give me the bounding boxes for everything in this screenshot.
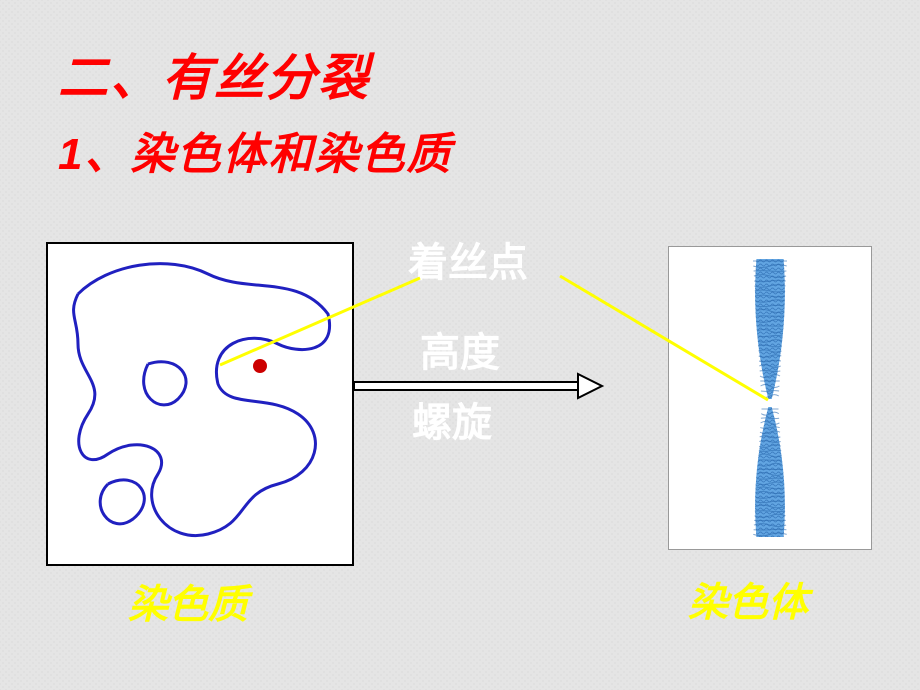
chromatin-label: 染色质 xyxy=(128,572,248,630)
chromosome-panel xyxy=(668,246,872,550)
subsection-title: 1、染色体和染色质 xyxy=(58,118,452,182)
chromatin-drawing xyxy=(48,244,352,564)
chromatin-thread xyxy=(74,264,330,536)
centromere-label: 着丝点 xyxy=(408,230,528,288)
centromere-dot xyxy=(253,359,267,373)
chromosome-top-arm xyxy=(753,259,787,399)
transform-arrow xyxy=(350,370,620,402)
chromosome-bottom-arm xyxy=(753,407,786,537)
chromosome-drawing xyxy=(669,247,871,549)
section-title: 二、有丝分裂 xyxy=(58,38,370,110)
chromosome-label: 染色体 xyxy=(688,570,808,628)
chromatin-panel xyxy=(46,242,354,566)
